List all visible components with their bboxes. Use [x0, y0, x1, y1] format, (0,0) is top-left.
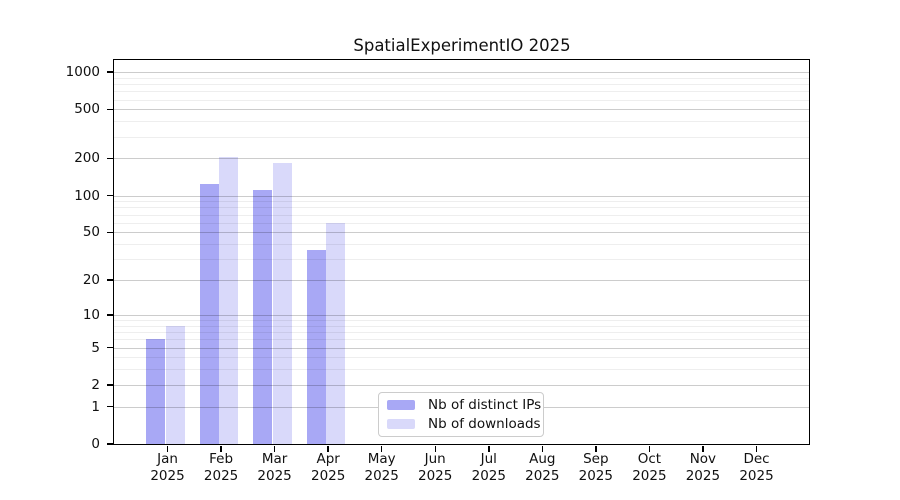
x-tick-label: Jan 2025: [150, 451, 185, 484]
chart-title: SpatialExperimentIO 2025: [353, 36, 571, 55]
x-tick-label: Mar 2025: [257, 451, 292, 484]
x-tick-label: Jun 2025: [418, 451, 453, 484]
bar-feb-distinct-ips: [199, 183, 219, 444]
legend-label-distinct-ips: Nb of distinct IPs: [428, 397, 542, 413]
x-tick-mark: [488, 445, 490, 452]
legend: Nb of distinct IPs Nb of downloads: [378, 392, 544, 437]
x-tick-label: Sep 2025: [578, 451, 613, 484]
y-tick-label: 500: [74, 101, 100, 118]
legend-item-downloads: Nb of downloads: [387, 416, 543, 432]
y-tick-mark: [107, 279, 113, 281]
bar-apr-downloads: [326, 222, 346, 444]
y-tick-label: 20: [82, 272, 100, 289]
bar-jan-downloads: [165, 325, 185, 444]
y-tick-label: 50: [82, 224, 100, 241]
x-tick-label: Jul 2025: [471, 451, 506, 484]
bar-jan-distinct-ips: [146, 339, 165, 444]
x-tick-label: Oct 2025: [632, 451, 667, 484]
x-tick-mark: [380, 445, 383, 452]
y-tick-mark: [107, 194, 113, 197]
x-tick-label: Nov 2025: [685, 451, 721, 484]
x-tick-mark: [327, 445, 329, 452]
x-tick-mark: [541, 445, 544, 452]
x-tick-mark: [273, 445, 276, 452]
y-tick-mark: [107, 71, 113, 73]
x-tick-label: Feb 2025: [203, 451, 239, 484]
x-tick-mark: [595, 445, 597, 452]
x-tick-mark: [166, 445, 169, 452]
bar-mar-distinct-ips: [253, 190, 273, 444]
y-tick-mark: [107, 231, 113, 233]
legend-swatch-distinct-ips: [387, 400, 415, 410]
y-tick-mark: [107, 157, 113, 160]
y-tick-mark: [107, 384, 113, 386]
y-tick-label: 10: [82, 306, 100, 323]
bar-apr-distinct-ips: [306, 249, 326, 444]
y-tick-label: 0: [91, 436, 100, 452]
y-tick-mark: [107, 108, 113, 110]
legend-swatch-downloads: [387, 419, 415, 429]
y-tick-label: 100: [74, 187, 100, 204]
y-tick-label: 5: [91, 339, 100, 356]
x-tick-label: Apr 2025: [311, 451, 346, 484]
bar-mar-downloads: [272, 162, 292, 444]
y-tick-mark: [107, 443, 113, 445]
y-tick-mark: [107, 405, 113, 408]
y-tick-label: 200: [74, 150, 100, 167]
y-tick-mark: [107, 314, 113, 316]
x-tick-mark: [220, 445, 222, 452]
legend-item-distinct-ips: Nb of distinct IPs: [387, 397, 543, 413]
x-tick-mark: [648, 445, 651, 452]
bar-feb-downloads: [219, 157, 239, 444]
x-tick-label: May 2025: [364, 451, 399, 484]
y-tick-mark: [107, 346, 113, 349]
x-tick-mark: [755, 445, 758, 452]
y-tick-label: 1000: [65, 64, 100, 80]
legend-label-downloads: Nb of downloads: [428, 416, 541, 432]
y-tick-label: 1: [91, 398, 100, 415]
x-tick-mark: [702, 445, 704, 452]
y-tick-label: 2: [91, 376, 100, 393]
x-tick-label: Aug 2025: [525, 451, 560, 484]
x-tick-label: Dec 2025: [739, 451, 774, 484]
x-tick-mark: [434, 445, 436, 452]
